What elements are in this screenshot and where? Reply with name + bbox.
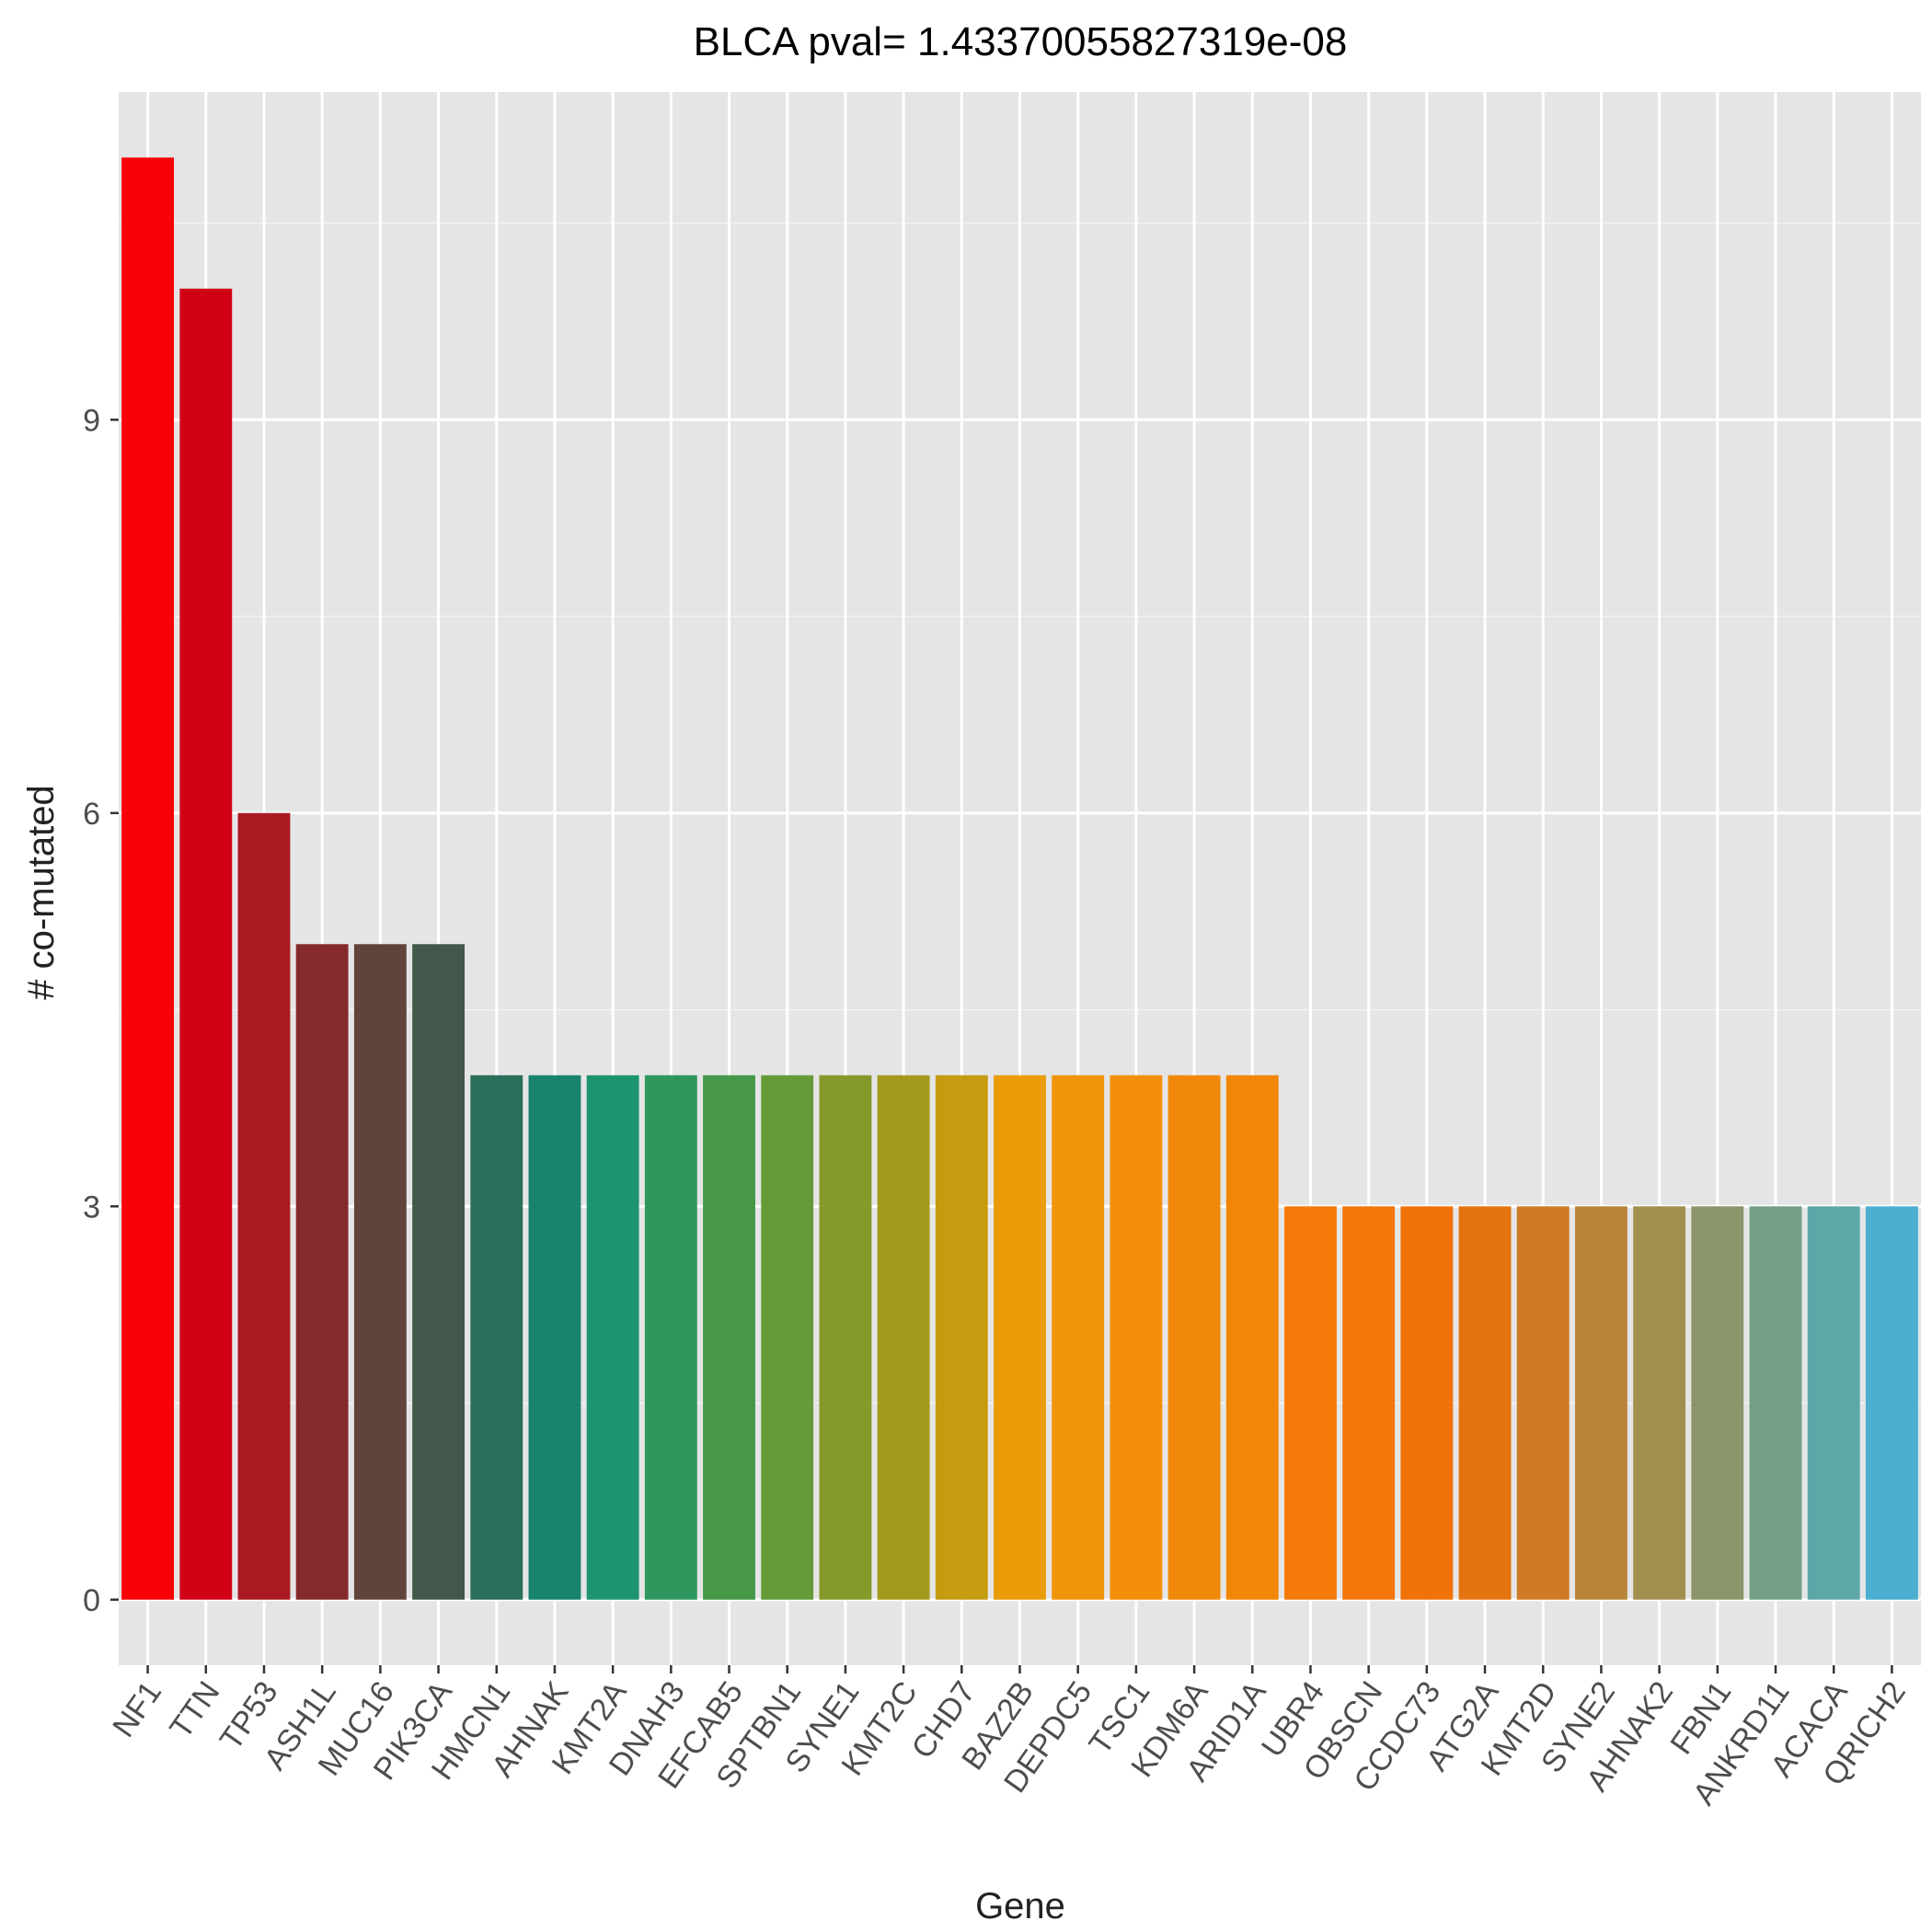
bar bbox=[1400, 1206, 1454, 1600]
y-tick-label: 3 bbox=[83, 1190, 100, 1225]
bar bbox=[586, 1075, 639, 1600]
bar bbox=[994, 1075, 1046, 1600]
x-axis-title: Gene bbox=[975, 1886, 1065, 1926]
bar bbox=[877, 1075, 930, 1600]
bar bbox=[1516, 1206, 1570, 1600]
bar bbox=[1633, 1206, 1686, 1600]
y-tick-label: 0 bbox=[83, 1583, 100, 1618]
x-axis: NF1TTNTP53ASH1LMUC16PIK3CAHMCN1AHNAKKMT2… bbox=[106, 1665, 1913, 1811]
bar bbox=[1167, 1075, 1221, 1600]
x-tick-label: NF1 bbox=[106, 1675, 168, 1743]
bar bbox=[412, 944, 466, 1600]
bar bbox=[237, 812, 291, 1600]
bars bbox=[121, 157, 1918, 1600]
y-axis-title: # co-mutated bbox=[21, 785, 62, 999]
bar bbox=[819, 1075, 872, 1600]
y-tick-label: 9 bbox=[83, 403, 100, 438]
y-tick-label: 6 bbox=[83, 797, 100, 832]
bar bbox=[121, 157, 175, 1600]
bar bbox=[353, 944, 407, 1600]
y-axis: 0 3 6 9 bbox=[83, 403, 119, 1618]
bar bbox=[1807, 1206, 1860, 1600]
bar bbox=[1574, 1206, 1627, 1600]
bar bbox=[1458, 1206, 1512, 1600]
bar bbox=[470, 1075, 523, 1600]
bar bbox=[1225, 1075, 1279, 1600]
bar bbox=[179, 288, 233, 1600]
bar bbox=[1284, 1206, 1337, 1600]
bar bbox=[1342, 1206, 1396, 1600]
bar bbox=[528, 1075, 581, 1600]
chart-title: BLCA pval= 1.43370055827319e-08 bbox=[694, 19, 1348, 64]
bar bbox=[703, 1075, 755, 1600]
bar bbox=[1691, 1206, 1744, 1600]
bar bbox=[935, 1075, 988, 1600]
bar bbox=[1865, 1206, 1918, 1600]
bar bbox=[1110, 1075, 1163, 1600]
bar bbox=[761, 1075, 814, 1600]
bar bbox=[1052, 1075, 1105, 1600]
bar bbox=[1749, 1206, 1802, 1600]
bar bbox=[644, 1075, 697, 1600]
bar bbox=[295, 944, 349, 1600]
